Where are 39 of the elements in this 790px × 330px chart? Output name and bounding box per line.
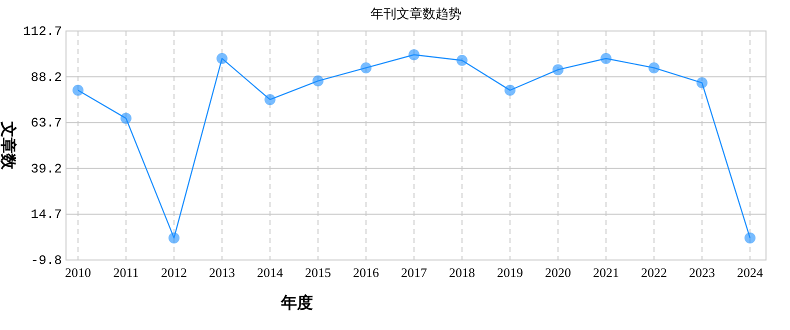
- y-tick-label: 88.2: [30, 70, 62, 85]
- chart-title: 年刊文章数趋势: [370, 6, 462, 21]
- x-tick-label: 2013: [209, 265, 235, 280]
- x-tick-label: 2021: [593, 265, 619, 280]
- x-tick-label: 2015: [305, 265, 331, 280]
- x-tick-label: 2024: [737, 265, 764, 280]
- y-tick-label: 112.7: [22, 24, 62, 39]
- point: [216, 52, 228, 64]
- point: [408, 49, 420, 60]
- x-tick-label: 2014: [257, 265, 284, 280]
- y-axis-title: 文章数: [0, 120, 17, 170]
- x-tick-label: 2019: [497, 265, 523, 280]
- point: [600, 52, 612, 64]
- point: [360, 62, 372, 74]
- x-tick-label: 2011: [113, 265, 139, 280]
- point: [312, 75, 324, 86]
- point: [168, 232, 180, 244]
- point: [120, 112, 132, 124]
- x-tick-label: 2018: [449, 265, 475, 280]
- point: [696, 77, 708, 88]
- point: [552, 64, 564, 76]
- x-tick-label: 2010: [65, 265, 91, 280]
- x-tick-label: 2020: [545, 265, 571, 280]
- point: [504, 84, 516, 96]
- x-tick-label: 2012: [161, 265, 187, 280]
- y-tick-label: 63.7: [30, 116, 62, 131]
- x-tick-label: 2023: [689, 265, 715, 280]
- x-tick-label: 2016: [353, 265, 380, 280]
- y-tick-label: 39.2: [30, 161, 62, 176]
- y-tick-label: 14.7: [30, 207, 62, 222]
- y-tick-label: -9.8: [30, 253, 62, 268]
- x-axis-title: 年度: [280, 293, 313, 312]
- point: [72, 84, 84, 96]
- point: [264, 94, 276, 106]
- x-tick-label: 2017: [401, 265, 428, 280]
- point: [744, 232, 756, 244]
- x-tick-label: 2022: [641, 265, 667, 280]
- point: [456, 54, 468, 66]
- point: [648, 62, 660, 74]
